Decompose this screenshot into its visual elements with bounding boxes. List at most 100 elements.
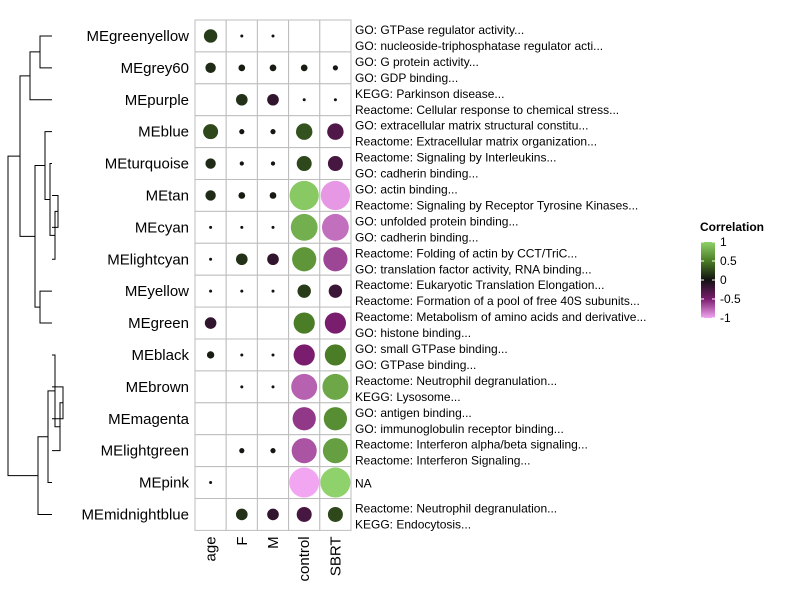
row-label-MElightgreen: MElightgreen [101, 443, 189, 460]
row-label-MEgrey60: MEgrey60 [121, 60, 189, 77]
dot-MEgrey60-SBRT [332, 65, 338, 71]
dot-MEyellow-age [209, 289, 213, 293]
annotation-MElightgreen-1: Reactome: Interferon alpha/beta signalin… [355, 438, 588, 452]
annotation-MElightgreen-2: Reactome: Interferon Signaling... [355, 454, 530, 468]
dot-MEgrey60-M [269, 64, 277, 72]
dot-MEmagenta-SBRT [323, 407, 348, 431]
annotation-MEmidnightblue-2: KEGG: Endocytosis... [355, 517, 471, 531]
correlation-dots [203, 29, 351, 522]
row-label-MEblack: MEblack [131, 347, 189, 364]
dot-MEpurple-M [267, 93, 279, 106]
dot-MEpurple-F [235, 93, 248, 106]
dot-MEyellow-F [240, 289, 244, 293]
dot-MEmidnightblue-M [267, 508, 279, 521]
legend-ticks: 1 0.5 0 -0.5 -1 [701, 235, 741, 325]
dot-MElightgreen-SBRT [322, 438, 348, 464]
cell-MEmagenta-age [194, 402, 227, 436]
cell-MElightgreen-age [194, 434, 227, 468]
row-label-MEgreen: MEgreen [128, 315, 189, 332]
dot-MEbrown-SBRT [322, 373, 349, 400]
dot-MEcyan-F [240, 225, 244, 229]
annotation-MEmagenta-2: GO: immunoglobulin receptor binding... [355, 422, 564, 436]
dot-MEtan-M [269, 192, 277, 199]
annotation-MEgreenyellow-1: GO: GTPase regulator activity... [355, 23, 524, 37]
annotation-MEcyan-2: GO: cadherin binding... [355, 230, 478, 244]
annotation-MEgreen-1: Reactome: Metabolism of amino acids and … [355, 310, 646, 324]
dot-MEgreen-SBRT [324, 312, 347, 334]
dot-MEyellow-control [297, 284, 311, 298]
dot-MEcyan-control [290, 213, 318, 241]
annotation-MEgrey60-2: GO: GDP binding... [355, 71, 458, 85]
dot-MEblack-age [206, 351, 215, 359]
annotation-MEtan-1: GO: actin binding... [355, 182, 458, 196]
annotation-MEmidnightblue-1: Reactome: Neutrophil degranulation... [355, 501, 557, 515]
dendrogram-branch [39, 35, 52, 69]
dot-MEblue-control [295, 123, 313, 140]
annotation-MEyellow-1: Reactome: Eukaryotic Translation Elongat… [355, 278, 604, 292]
col-label-M: M [265, 536, 282, 549]
dot-MEcyan-SBRT [321, 213, 349, 241]
dot-MEmidnightblue-control [296, 506, 312, 522]
dot-MEturquoise-F [239, 161, 244, 166]
legend-tick-label: 1 [720, 235, 727, 249]
annotation-MEpurple-1: KEGG: Parkinson disease... [355, 87, 504, 101]
dot-MEblack-SBRT [324, 344, 347, 366]
row-annotations: GO: GTPase regulator activity... GO: nucl… [355, 23, 646, 532]
legend-tick-label: -0.5 [720, 292, 741, 306]
dot-MElightcyan-control [292, 247, 317, 272]
legend: Correlation 1 0.5 0 -0.5 -1 [700, 220, 764, 325]
dendrogram [7, 35, 64, 515]
cell-MEyellow-F [225, 274, 258, 308]
cell-MEpurple-F [225, 83, 258, 117]
dot-MEyellow-M [271, 289, 275, 293]
annotation-MEblack-2: GO: GTPase binding... [355, 358, 476, 372]
dendrogram-branch [34, 165, 45, 308]
row-label-MEturquoise: MEturquoise [105, 156, 189, 173]
dot-MElightgreen-F [239, 448, 245, 454]
cell-MEgreen-F [225, 306, 258, 340]
dot-MElightgreen-control [291, 438, 317, 464]
legend-title: Correlation [700, 220, 764, 234]
annotation-MEgreenyellow-2: GO: nucleoside-triphosphatase regulator … [355, 39, 603, 53]
cell-MEgreen-M [256, 306, 290, 340]
legend-colorbar [701, 242, 715, 318]
cell-MEmidnightblue-age [194, 498, 227, 531]
annotation-MEgrey60-1: GO: G protein activity... [355, 55, 479, 69]
dot-MEpink-age [209, 481, 213, 485]
annotation-MEblue-2: Reactome: Extracellular matrix organizat… [355, 135, 597, 149]
row-label-MEmagenta: MEmagenta [108, 411, 190, 428]
row-label-MEyellow: MEyellow [125, 283, 189, 300]
row-label-MEpurple: MEpurple [125, 92, 189, 109]
dot-MEpink-control [289, 467, 320, 498]
dot-MEtan-F [238, 192, 246, 199]
cell-MEmagenta-M [256, 402, 290, 436]
annotation-MEcyan-1: GO: unfolded protein binding... [355, 214, 518, 228]
annotation-MEpurple-2: Reactome: Cellular response to chemical … [355, 103, 619, 117]
cell-MEmagenta-F [225, 402, 258, 436]
row-label-MEgreenyellow: MEgreenyellow [86, 28, 189, 45]
annotation-MEblack-1: GO: small GTPase binding... [355, 342, 508, 356]
col-label-F: F [234, 536, 251, 545]
cell-MElightcyan-F [225, 242, 258, 276]
cell-MEpink-M [256, 466, 290, 500]
dendrogram-branch [37, 436, 52, 515]
dot-MEcyan-age [209, 225, 213, 229]
row-label-MEcyan: MEcyan [135, 219, 189, 236]
dot-MEturquoise-SBRT [327, 156, 343, 172]
legend-tick-label: 0 [720, 273, 727, 287]
dot-MEbrown-M [271, 385, 275, 389]
dot-MEturquoise-age [205, 158, 216, 169]
row-label-MEpink: MEpink [139, 475, 190, 492]
dot-MEtan-age [205, 190, 216, 201]
annotation-MEpink: NA [355, 477, 372, 491]
dot-MEblack-control [293, 344, 315, 366]
dot-MEmidnightblue-F [235, 508, 248, 521]
dot-MEtan-SBRT [320, 180, 351, 211]
dendrogram-branch [39, 290, 52, 324]
dot-MElightcyan-age [209, 257, 213, 261]
row-label-MEmidnightblue: MEmidnightblue [81, 506, 189, 523]
dot-MElightcyan-M [267, 253, 279, 266]
annotation-MEbrown-1: Reactome: Neutrophil degranulation... [355, 374, 557, 388]
